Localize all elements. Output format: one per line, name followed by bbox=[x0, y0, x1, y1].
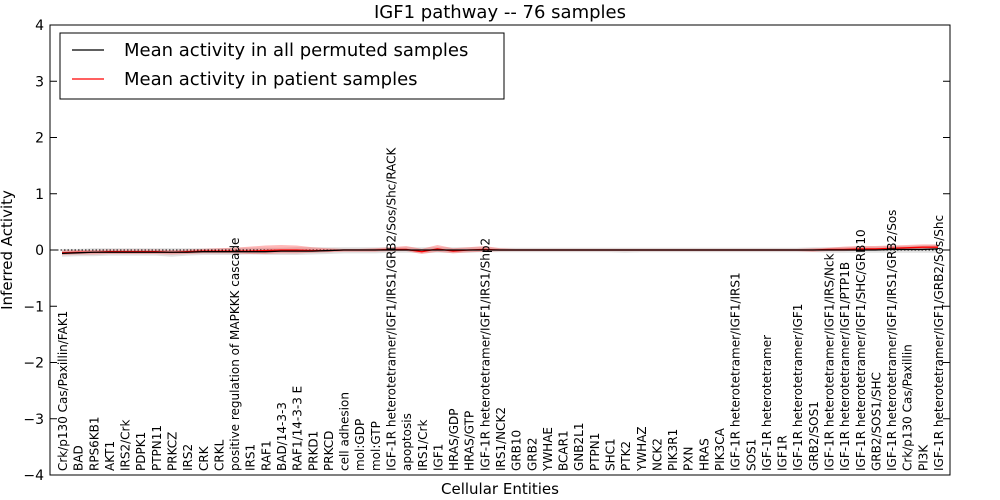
x-tick-label: RAF1/14-3-3 E bbox=[291, 386, 305, 471]
x-tick-label: Crk/p130 Cas/Paxillin bbox=[901, 344, 915, 471]
x-tick-label: mol:GDP bbox=[353, 419, 367, 471]
y-tick-label: 3 bbox=[35, 74, 44, 90]
x-tick-label: IGF-1R heterotetramer bbox=[760, 335, 774, 471]
y-tick-label: −1 bbox=[23, 299, 44, 315]
x-tick-label: BAD/14-3-3 bbox=[275, 402, 289, 471]
x-tick-label: IGF-1R heterotetramer/IGF1 bbox=[791, 304, 805, 471]
y-tick-label: 2 bbox=[35, 131, 44, 147]
x-tick-label: IGF-1R heterotetramer/IGF1/IRS1/GRB2/Sos bbox=[885, 210, 899, 471]
x-tick-label: PRKD1 bbox=[306, 431, 320, 471]
y-axis-label: Inferred Activity bbox=[0, 190, 16, 310]
x-tick-label: CRKL bbox=[212, 439, 226, 471]
x-tick-label: PTK2 bbox=[619, 441, 633, 471]
x-tick-label: YWHAE bbox=[541, 427, 555, 472]
x-tick-label: IRS2/Crk bbox=[119, 420, 133, 471]
x-tick-label: GRB2 bbox=[525, 437, 539, 471]
x-tick-label: RPS6KB1 bbox=[87, 416, 101, 471]
legend-label-0: Mean activity in all permuted samples bbox=[124, 40, 468, 61]
x-tick-label: IRS2 bbox=[181, 444, 195, 471]
x-tick-label: AKT1 bbox=[103, 441, 117, 471]
x-tick-label: PTPN1 bbox=[588, 433, 602, 471]
y-tick-label: 4 bbox=[35, 18, 44, 34]
x-axis-label: Cellular Entities bbox=[441, 480, 559, 498]
x-tick-label: HRAS/GTP bbox=[463, 411, 477, 471]
x-tick-label: Crk/p130 Cas/Paxillin/FAK1 bbox=[56, 311, 70, 471]
x-tick-label: CRK bbox=[197, 445, 211, 471]
x-tick-label: IGF-1R heterotetramer/IGF1/SHC/GRB10 bbox=[854, 229, 868, 471]
x-tick-label: SOS1 bbox=[744, 439, 758, 471]
legend-label-1: Mean activity in patient samples bbox=[124, 69, 418, 90]
y-tick-label: −4 bbox=[23, 468, 44, 484]
x-tick-label: GNB2L1 bbox=[572, 423, 586, 471]
y-tick-label: −3 bbox=[23, 412, 44, 428]
x-tick-label: PI3K bbox=[916, 444, 930, 471]
y-tick-label: 1 bbox=[35, 187, 44, 203]
x-tick-label: PRKCD bbox=[322, 431, 336, 471]
x-tick-label: PIK3CA bbox=[713, 427, 727, 471]
plot-frame bbox=[49, 24, 951, 476]
x-tick-label: IRS1/NCK2 bbox=[494, 407, 508, 471]
x-tick-label: SHC1 bbox=[604, 438, 618, 471]
x-tick-label: GRB2/SOS1/SHC bbox=[869, 372, 883, 471]
x-tick-label: BCAR1 bbox=[557, 430, 571, 471]
y-tick-label: −2 bbox=[23, 356, 44, 372]
legend: Mean activity in all permuted samples Mea… bbox=[59, 32, 505, 100]
x-tick-label: GRB10 bbox=[510, 430, 524, 471]
x-tick-label: BAD bbox=[72, 445, 86, 471]
x-tick-label: NCK2 bbox=[650, 438, 664, 471]
series-lines bbox=[61, 246, 939, 255]
x-tick-label: IGF1R bbox=[776, 435, 790, 471]
x-tick-label: YWHAZ bbox=[635, 426, 649, 472]
x-tick-label: IGF-1R heterotetramer/IGF1/IRS1/GRB2/Sos… bbox=[385, 146, 399, 471]
x-tick-label: HRAS bbox=[697, 438, 711, 471]
x-tick-labels: Crk/p130 Cas/Paxillin/FAK1 BAD RPS6KB1 AKT1… bbox=[56, 146, 946, 472]
x-tick-label: IGF-1R heterotetramer/IGF1/PTP1B bbox=[838, 262, 852, 471]
x-tick-label: PRKCZ bbox=[166, 432, 180, 471]
x-tick-label: PXN bbox=[682, 447, 696, 471]
x-tick-label: IGF-1R heterotetramer/IGF1/IRS/Nck bbox=[823, 253, 837, 471]
chart-title: IGF1 pathway -- 76 samples bbox=[374, 2, 626, 23]
x-tick-label: apoptosis bbox=[400, 413, 414, 471]
x-tick-label: PTPN11 bbox=[150, 425, 164, 471]
x-tick-label: PIK3R1 bbox=[666, 429, 680, 471]
legend-box bbox=[59, 32, 505, 100]
x-tick-label: IRS1 bbox=[244, 444, 258, 471]
x-tick-label: IGF1 bbox=[431, 444, 445, 471]
x-tick-label: IGF-1R heterotetramer/IGF1/IRS1 bbox=[729, 272, 743, 471]
x-tick-label: HRAS/GDP bbox=[447, 408, 461, 471]
x-tick-label: IRS1/Crk bbox=[416, 420, 430, 471]
x-tick-label: mol:GTP bbox=[369, 421, 383, 471]
x-tick-label: RAF1 bbox=[259, 440, 273, 471]
series-line-0 bbox=[61, 248, 939, 255]
x-tick-label: cell adhesion bbox=[338, 392, 352, 471]
band-series-0 bbox=[62, 244, 938, 257]
x-tick-label: positive regulation of MAPKKK cascade bbox=[228, 238, 242, 471]
x-tick-label: IGF-1R heterotetramer/IGF1/GRB2/Sos/Shc bbox=[932, 215, 946, 471]
x-tick-label: PDPK1 bbox=[134, 432, 148, 471]
x-tick-label: GRB2/SOS1 bbox=[807, 401, 821, 471]
x-tick-label: IGF-1R heterotetramer/IGF1/IRS1/Shp2 bbox=[478, 238, 492, 471]
y-tick-label: 0 bbox=[35, 243, 44, 259]
y-axis-ticks: −4 −3 −2 −1 0 1 2 3 4 bbox=[23, 18, 950, 484]
